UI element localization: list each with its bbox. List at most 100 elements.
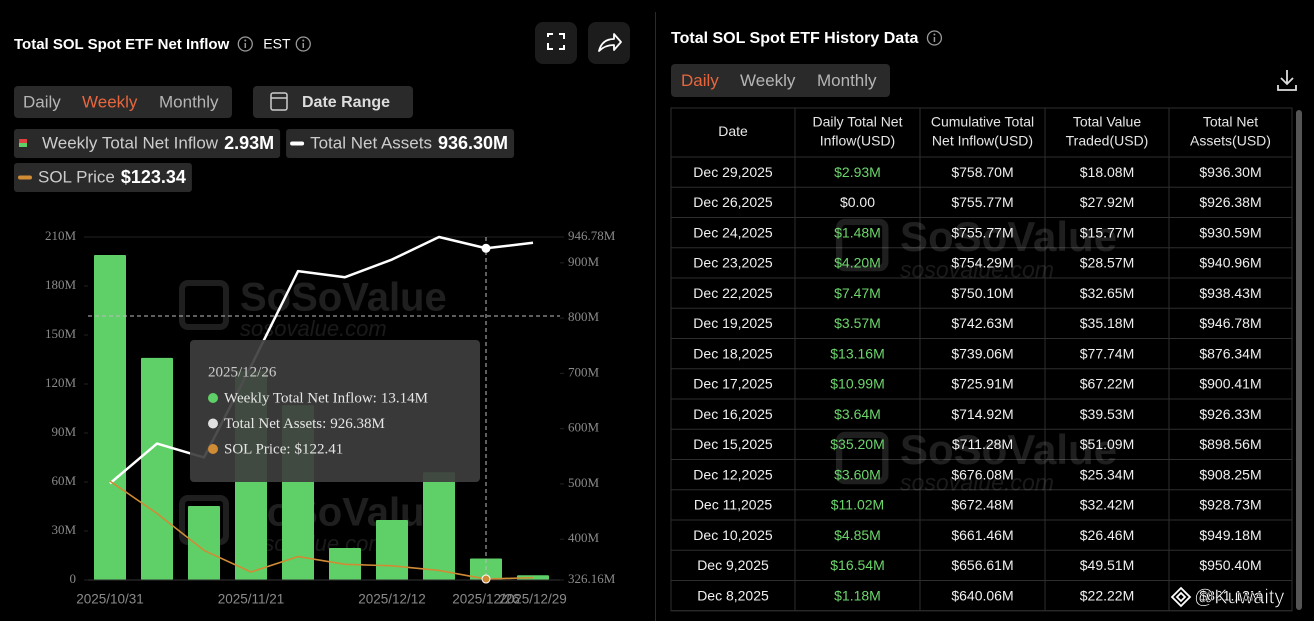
table-cell: $4.20M (834, 255, 881, 271)
info-icon-dot (933, 33, 936, 36)
table-cell: $13.16M (830, 345, 884, 361)
legend-chip (14, 129, 281, 158)
table-cell: $1.48M (834, 224, 881, 240)
table-cell: $67.22M (1080, 376, 1134, 392)
bar (94, 254, 126, 580)
line-series (109, 235, 534, 485)
table-cell: $35.18M (1080, 315, 1134, 331)
table-cell: $77.74M (1080, 345, 1134, 361)
legend-icon (18, 175, 32, 180)
y2-tick-label: 400M (568, 530, 600, 545)
table-cell: $940.96M (1199, 255, 1261, 271)
watermark-brand: SoSoValue (240, 276, 447, 320)
table-cell: $32.65M (1080, 285, 1134, 301)
table-cell: Dec 9,2025 (697, 557, 769, 573)
table-cell: $25.34M (1080, 466, 1134, 482)
table-cell: Dec 19,2025 (693, 315, 773, 331)
table-cell: $1.18M (834, 587, 881, 603)
table-cell: $754.29M (951, 255, 1013, 271)
tab[interactable]: Daily (23, 92, 61, 111)
bar (188, 506, 220, 580)
table-cell: Dec 22,2025 (693, 285, 773, 301)
table-cell: $926.33M (1199, 406, 1261, 422)
bar (141, 357, 173, 580)
table-header: Daily Total Net (812, 114, 902, 130)
tooltip-date: 2025/12/26 (208, 364, 277, 380)
table-cell: $27.92M (1080, 194, 1134, 210)
fullscreen-button[interactable] (535, 22, 577, 64)
info-icon-dot (302, 39, 305, 42)
table-cell: $946.78M (1199, 315, 1261, 331)
table-cell: $672.48M (951, 497, 1013, 513)
legend-chip (286, 129, 515, 158)
table-cell: $876.34M (1199, 345, 1261, 361)
date-range-button[interactable] (253, 86, 413, 118)
table-cell: $11.02M (831, 497, 884, 513)
tab[interactable]: Daily (681, 71, 719, 90)
table-cell: $739.06M (951, 345, 1013, 361)
y-tick-label: 180M (45, 277, 77, 292)
table-cell: $2.93M (834, 164, 881, 180)
date-range-label: Date Range (302, 94, 390, 111)
watermark-site: sosovalue.com (900, 256, 1054, 282)
watermark-logo (835, 431, 889, 485)
table-cell: $928.73M (1199, 497, 1261, 513)
y2-tick-label: 800M (568, 309, 600, 324)
table-cell: $900.41M (1199, 376, 1261, 392)
table-cell: $908.25M (1199, 466, 1261, 482)
legend-icon (290, 141, 305, 146)
watermark-site: sosovalue.com (240, 316, 387, 341)
bar (376, 520, 408, 580)
tooltip-label: Total Net Assets: (224, 416, 326, 432)
watermark-logo (835, 218, 889, 272)
legend-value: $123.34 (121, 167, 186, 187)
tooltip-value: $122.41 (295, 441, 344, 457)
y-tick-label: 150M (45, 326, 77, 341)
legend-label: Total Net Assets (310, 133, 432, 152)
y-tick-label: 60M (51, 473, 76, 488)
credit: @Kuwaity (1194, 586, 1284, 608)
tooltip-value: 926.38M (330, 416, 385, 432)
table-cell: Dec 12,2025 (693, 466, 773, 482)
tab[interactable]: Monthly (817, 71, 877, 90)
legend-label: Weekly Total Net Inflow (42, 133, 219, 152)
table-cell: $926.38M (1199, 194, 1261, 210)
table-cell: $10.99M (830, 376, 884, 392)
table-cell: $755.77M (951, 224, 1013, 240)
table-cell: Dec 26,2025 (693, 194, 773, 210)
table-cell: $661.46M (951, 527, 1013, 543)
tab[interactable]: Weekly (82, 92, 138, 111)
share-button[interactable] (588, 22, 630, 64)
calendar-icon (270, 92, 288, 111)
info-icon (926, 30, 943, 46)
table-cell: $936.30M (1199, 164, 1261, 180)
table-cell: Dec 10,2025 (693, 527, 773, 543)
table-cell: $3.64M (834, 406, 881, 422)
y-tick-label: 0 (70, 571, 77, 586)
bar (423, 472, 455, 580)
tab[interactable]: Monthly (159, 92, 219, 111)
chart-title: Total SOL Spot ETF Net Inflow (14, 36, 230, 53)
table-header: Date (718, 123, 748, 139)
table-cell: $49.51M (1080, 557, 1134, 573)
watermark-brand: SoSoValue (240, 491, 447, 535)
x-tick-label: 2025/11/21 (218, 592, 285, 607)
table-cell: $898.56M (1199, 436, 1261, 452)
table-cell: $938.43M (1199, 285, 1261, 301)
table-cell: Dec 15,2025 (693, 436, 773, 452)
table-cell: $640.06M (951, 587, 1013, 603)
watermark-logo (179, 280, 229, 330)
download-icon[interactable] (1277, 70, 1297, 91)
table-cell: $725.91M (951, 376, 1013, 392)
tab[interactable]: Weekly (740, 71, 796, 90)
x-tick-label: 2025/10/31 (76, 592, 144, 607)
info-icon (237, 36, 253, 52)
legend-icon (19, 139, 27, 143)
table-cell: $15.77M (1080, 224, 1134, 240)
y-tick-label: 120M (45, 375, 77, 390)
tooltip-dot (208, 418, 218, 429)
table-cell: Dec 23,2025 (693, 255, 773, 271)
table-cell: $51.09M (1080, 436, 1134, 452)
table-header: Inflow(USD) (820, 133, 895, 149)
